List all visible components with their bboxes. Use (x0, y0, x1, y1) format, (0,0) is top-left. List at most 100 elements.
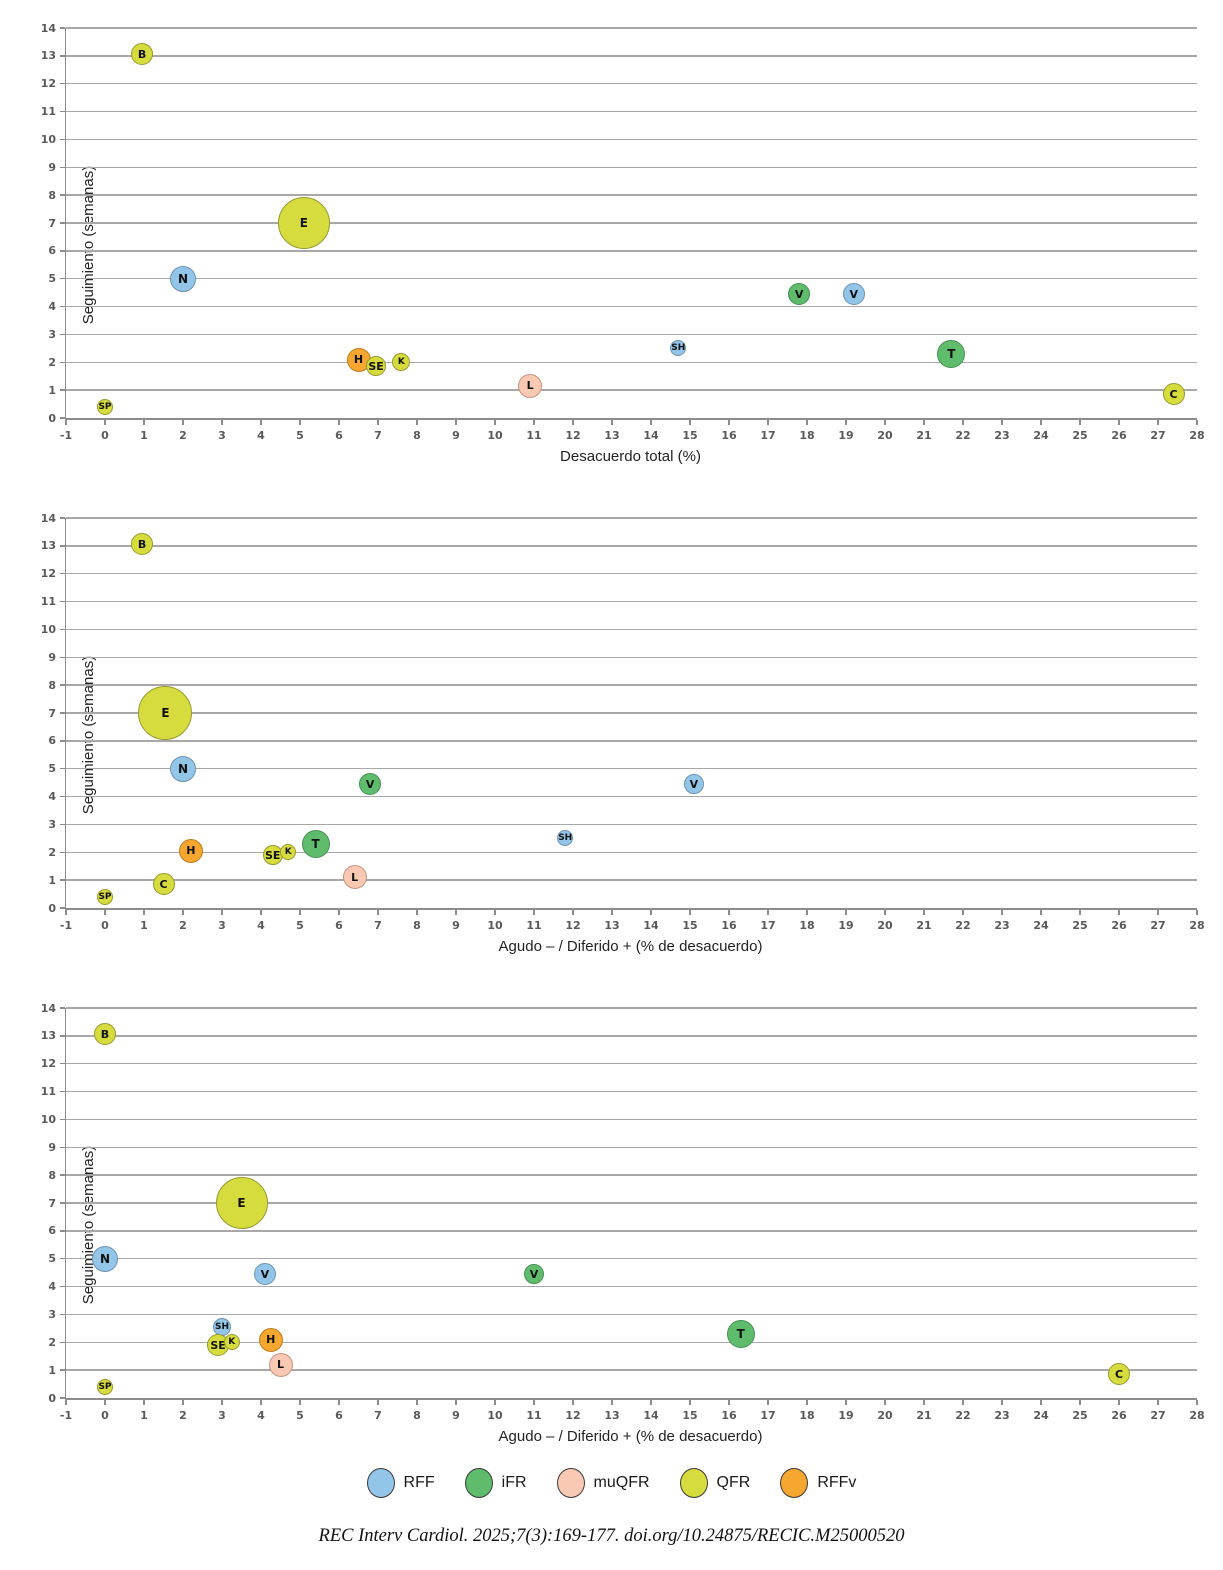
y-tick-mark (60, 110, 65, 113)
y-tick-label: 8 (48, 1168, 56, 1182)
x-tick-mark (104, 1400, 106, 1405)
x-tick-mark (377, 1400, 379, 1405)
x-tick-mark (1118, 1400, 1120, 1405)
y-tick-mark (60, 361, 65, 364)
y-tick-label: 11 (40, 105, 56, 119)
x-tick-mark (1040, 420, 1042, 425)
y-axis-label: Seguimiento (semanas) (80, 165, 97, 325)
x-tick-label: 15 (682, 429, 698, 442)
x-tick-mark (689, 420, 691, 425)
x-tick-mark (923, 420, 925, 425)
y-tick-label: 4 (48, 790, 56, 804)
bubble-se-qfr: SE (207, 1334, 230, 1357)
x-tick-mark (923, 910, 925, 915)
gridline-y7 (66, 222, 1197, 224)
bubble-e-qfr: E (138, 686, 193, 740)
x-axis-label: Agudo – / Diferido + (% de desacuerdo) (498, 1428, 763, 1445)
x-tick-mark (338, 1400, 340, 1405)
x-tick-label: 28 (1189, 1409, 1205, 1422)
x-tick-mark (104, 910, 106, 915)
legend-swatch-rff-icon (366, 1468, 395, 1498)
x-tick-label: 24 (1033, 429, 1049, 442)
x-tick-label: 15 (682, 1409, 698, 1422)
x-tick-label: -1 (59, 1409, 73, 1422)
x-tick-label: 6 (335, 429, 343, 442)
gridline-y14 (66, 1007, 1197, 1009)
gridline-y7 (66, 712, 1197, 714)
x-tick-label: 10 (487, 429, 503, 442)
x-tick-mark (221, 910, 223, 915)
bubble-h-rffv: H (346, 347, 371, 372)
y-tick-label: 14 (40, 1001, 56, 1015)
x-tick-mark (1157, 910, 1159, 915)
gridline-y11 (66, 600, 1197, 603)
legend-item-qfr: QFR (679, 1468, 750, 1498)
x-tick-mark (455, 420, 457, 425)
y-tick-label: 2 (48, 845, 56, 859)
x-tick-mark (1040, 1400, 1042, 1405)
x-tick-label: 26 (1111, 1409, 1127, 1422)
x-tick-mark (533, 1400, 535, 1405)
chart-agudo-diferido-1: Seguimiento (semanas) 0 1 2 3 4 5 6 7 8 9 10 11 12 13… (0, 490, 1223, 960)
bubble-n-rff: N (92, 1245, 118, 1272)
x-tick-mark (845, 910, 847, 915)
x-tick-mark (65, 420, 67, 425)
x-tick-mark (962, 910, 964, 915)
gridline-y3 (66, 1313, 1197, 1316)
x-tick-mark (728, 910, 730, 915)
x-tick-label: 13 (604, 429, 620, 442)
y-tick-label: 6 (48, 1224, 56, 1238)
x-tick-mark (845, 1400, 847, 1405)
x-tick-label: 2 (179, 1409, 187, 1422)
bubble-b-qfr: B (94, 1023, 116, 1046)
x-axis-label: Desacuerdo total (%) (560, 448, 701, 465)
bubble-t-ifr: T (726, 1319, 755, 1348)
x-tick-mark (1196, 1400, 1198, 1405)
legend-label: iFR (501, 1474, 527, 1491)
bubble-k-qfr: K (280, 844, 297, 861)
x-tick-label: 10 (487, 1409, 503, 1422)
y-tick-label: 10 (40, 1112, 56, 1126)
x-tick-mark (455, 910, 457, 915)
gridline-y13 (66, 545, 1197, 547)
x-axis-label: Agudo – / Diferido + (% de desacuerdo) (498, 938, 763, 955)
x-tick-label: 10 (487, 919, 503, 932)
y-tick-mark (60, 1230, 65, 1232)
x-tick-label: 21 (916, 1409, 932, 1422)
gridline-y12 (66, 572, 1197, 575)
gridline-y9 (66, 656, 1197, 659)
y-tick-mark (60, 767, 65, 770)
gridline-y12 (66, 82, 1197, 85)
x-tick-label: -1 (59, 919, 73, 932)
bubble-sp-qfr: SP (97, 398, 113, 415)
x-tick-label: 25 (1072, 1409, 1088, 1422)
x-tick-label: 16 (721, 1409, 737, 1422)
bubble-l-muqfr: L (268, 1352, 293, 1377)
x-tick-mark (1118, 910, 1120, 915)
x-tick-mark (884, 420, 886, 425)
x-tick-mark (377, 420, 379, 425)
y-tick-mark (60, 222, 65, 224)
x-tick-mark (494, 910, 496, 915)
x-tick-label: 20 (877, 919, 893, 932)
gridline-y4 (66, 795, 1197, 798)
x-tick-mark (182, 1400, 184, 1405)
x-tick-label: 0 (101, 1409, 109, 1422)
bubble-b-qfr: B (131, 533, 154, 556)
x-tick-label: 11 (526, 919, 542, 932)
legend-swatch-rffv-icon (780, 1468, 809, 1498)
x-tick-mark (689, 1400, 691, 1405)
gridline-y12 (66, 1062, 1197, 1065)
bubble-c-qfr: C (1162, 383, 1185, 406)
legend-item-muqfr: muQFR (556, 1468, 650, 1498)
y-tick-mark (60, 305, 65, 308)
bubble-n-rff: N (170, 265, 196, 292)
x-tick-label: 19 (838, 1409, 854, 1422)
x-tick-label: 7 (374, 919, 382, 932)
x-tick-mark (260, 1400, 262, 1405)
x-tick-label: 7 (374, 429, 382, 442)
x-tick-label: 20 (877, 1409, 893, 1422)
y-tick-mark (60, 1174, 65, 1176)
y-tick-mark (60, 1369, 65, 1371)
gridline-y13 (66, 55, 1197, 57)
